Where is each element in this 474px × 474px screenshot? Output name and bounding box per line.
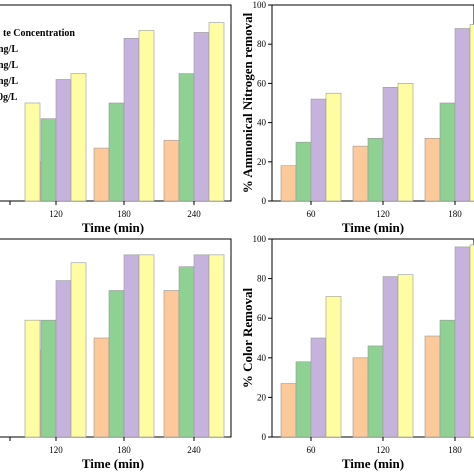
bar-yellow-120 (70, 73, 87, 202)
bar-orange-60 (280, 165, 297, 202)
x-tick-label: 60 (307, 209, 317, 219)
legend-entry: ng/L (0, 44, 18, 55)
bar-green-120 (40, 319, 57, 438)
bar-purple-240 (193, 32, 210, 202)
bar-purple-180 (454, 246, 471, 438)
y-tick-label: 80 (257, 39, 267, 49)
legend: te Concentration ng/L ng/L ng/L 0g/L (0, 28, 75, 103)
bar-green-180 (439, 319, 456, 438)
bar-orange-180 (424, 335, 441, 438)
chart-panel-2: 60 120 180 0 20 40 60 80 100 Time (min) % Ammonica… (240, 0, 474, 235)
y-tick-label: 40 (257, 118, 267, 128)
bar-purple-120 (382, 87, 399, 202)
chart-panel-4: 60 120 180 0 20 40 60 80 100 Time (min) % Color Re… (240, 234, 474, 471)
bar-yellow-180 (469, 244, 474, 438)
bar-green-120 (40, 118, 57, 202)
bar-yellow-120 (397, 83, 414, 202)
bar-yellow-cat0 (24, 102, 41, 202)
y-tick-label: 40 (257, 353, 267, 363)
bar-green-180 (439, 102, 456, 202)
bar-purple-60 (310, 337, 327, 438)
x-tick-label: 240 (187, 445, 201, 455)
x-tick-label: 180 (117, 209, 131, 219)
bar-green-120 (367, 345, 384, 438)
bar-orange-240 (163, 139, 180, 202)
x-axis-title: Time (min) (82, 220, 144, 235)
x-tick-label: 120 (376, 209, 390, 219)
x-tick-label: 180 (448, 209, 462, 219)
bar-orange-180 (93, 147, 110, 202)
y-tick-label: 60 (257, 78, 267, 88)
bar-green-240 (178, 73, 195, 202)
bar-purple-60 (310, 98, 327, 202)
bar-orange-120 (352, 145, 369, 202)
bar-purple-180 (123, 254, 140, 438)
bar-purple-120 (382, 276, 399, 438)
x-tick-label: 60 (307, 445, 317, 455)
x-axis-title: Time (min) (342, 220, 404, 235)
legend-title: te Concentration (3, 28, 75, 39)
bar-purple-180 (123, 38, 140, 202)
legend-entry: ng/L (0, 60, 18, 71)
y-tick-label: 100 (253, 234, 267, 244)
bar-orange-60 (280, 383, 297, 438)
bar-purple-120 (55, 79, 72, 202)
x-tick-label: 120 (49, 209, 63, 219)
bar-green-180 (108, 102, 125, 202)
chart-panel-1: 120 180 240 Time (min) (0, 4, 232, 235)
bar-orange-180 (424, 137, 441, 202)
y-tick-label: 60 (257, 313, 267, 323)
bar-yellow-60 (325, 296, 342, 438)
legend-entry: ng/L (0, 76, 18, 87)
y-tick-label: 0 (262, 432, 267, 442)
bar-green-240 (178, 266, 195, 438)
bar-green-180 (108, 290, 125, 438)
bar-yellow-240 (208, 22, 225, 202)
legend-entry: 0g/L (0, 92, 18, 103)
x-tick-label: 120 (49, 445, 63, 455)
bar-green-60 (295, 361, 312, 438)
y-axis-title: % Ammonical Nitrogen removal (240, 12, 255, 193)
y-axis-title: % Color Removal (240, 288, 255, 389)
y-tick-label: 20 (257, 392, 267, 402)
x-axis-title: Time (min) (342, 456, 404, 471)
bar-yellow-180 (138, 254, 155, 438)
bar-purple-180 (454, 28, 471, 202)
bar-orange-180 (93, 337, 110, 438)
chart-panel-3: 120 180 240 Time (min) (0, 238, 232, 471)
bar-orange-120 (352, 357, 369, 438)
bar-orange-240 (163, 290, 180, 438)
bar-yellow-180 (138, 30, 155, 202)
x-axis-title: Time (min) (82, 456, 144, 471)
x-tick-label: 240 (187, 209, 201, 219)
bar-purple-120 (55, 280, 72, 438)
y-tick-label: 20 (257, 157, 267, 167)
bar-purple-240 (193, 254, 210, 438)
bar-yellow-cat0 (24, 319, 41, 438)
y-tick-label: 0 (262, 196, 267, 206)
bar-green-60 (295, 141, 312, 202)
bar-yellow-60 (325, 92, 342, 202)
x-tick-label: 180 (448, 445, 462, 455)
bar-yellow-120 (70, 262, 87, 438)
bar-yellow-180 (469, 24, 474, 202)
x-tick-label: 120 (376, 445, 390, 455)
y-tick-label: 100 (253, 0, 267, 10)
bar-yellow-120 (397, 274, 414, 438)
x-tick-label: 180 (117, 445, 131, 455)
bar-yellow-240 (208, 254, 225, 438)
bar-green-120 (367, 137, 384, 202)
y-tick-label: 80 (257, 274, 267, 284)
